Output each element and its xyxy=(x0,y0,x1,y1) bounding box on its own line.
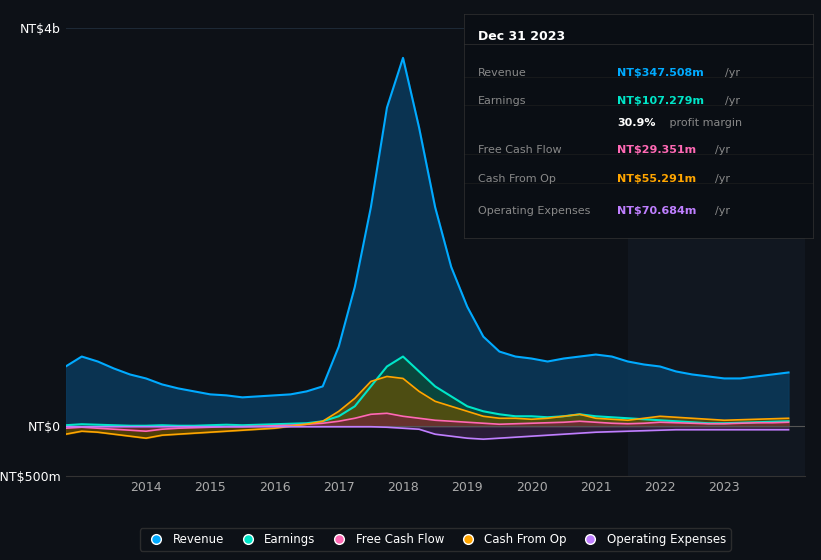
Text: NT$70.684m: NT$70.684m xyxy=(617,206,697,216)
Text: Free Cash Flow: Free Cash Flow xyxy=(478,145,562,155)
Text: /yr: /yr xyxy=(725,68,740,78)
Text: profit margin: profit margin xyxy=(667,118,742,128)
Text: Cash From Op: Cash From Op xyxy=(478,174,556,184)
Text: 30.9%: 30.9% xyxy=(617,118,656,128)
Text: NT$347.508m: NT$347.508m xyxy=(617,68,704,78)
Text: NT$29.351m: NT$29.351m xyxy=(617,145,696,155)
Legend: Revenue, Earnings, Free Cash Flow, Cash From Op, Operating Expenses: Revenue, Earnings, Free Cash Flow, Cash … xyxy=(140,528,731,550)
Text: /yr: /yr xyxy=(715,206,730,216)
Text: Dec 31 2023: Dec 31 2023 xyxy=(478,30,565,43)
Text: /yr: /yr xyxy=(725,96,740,106)
Text: NT$55.291m: NT$55.291m xyxy=(617,174,696,184)
Text: NT$107.279m: NT$107.279m xyxy=(617,96,704,106)
Bar xyxy=(628,28,805,476)
Text: /yr: /yr xyxy=(715,145,730,155)
Text: Operating Expenses: Operating Expenses xyxy=(478,206,590,216)
Text: Earnings: Earnings xyxy=(478,96,526,106)
Text: Revenue: Revenue xyxy=(478,68,526,78)
Text: /yr: /yr xyxy=(715,174,730,184)
